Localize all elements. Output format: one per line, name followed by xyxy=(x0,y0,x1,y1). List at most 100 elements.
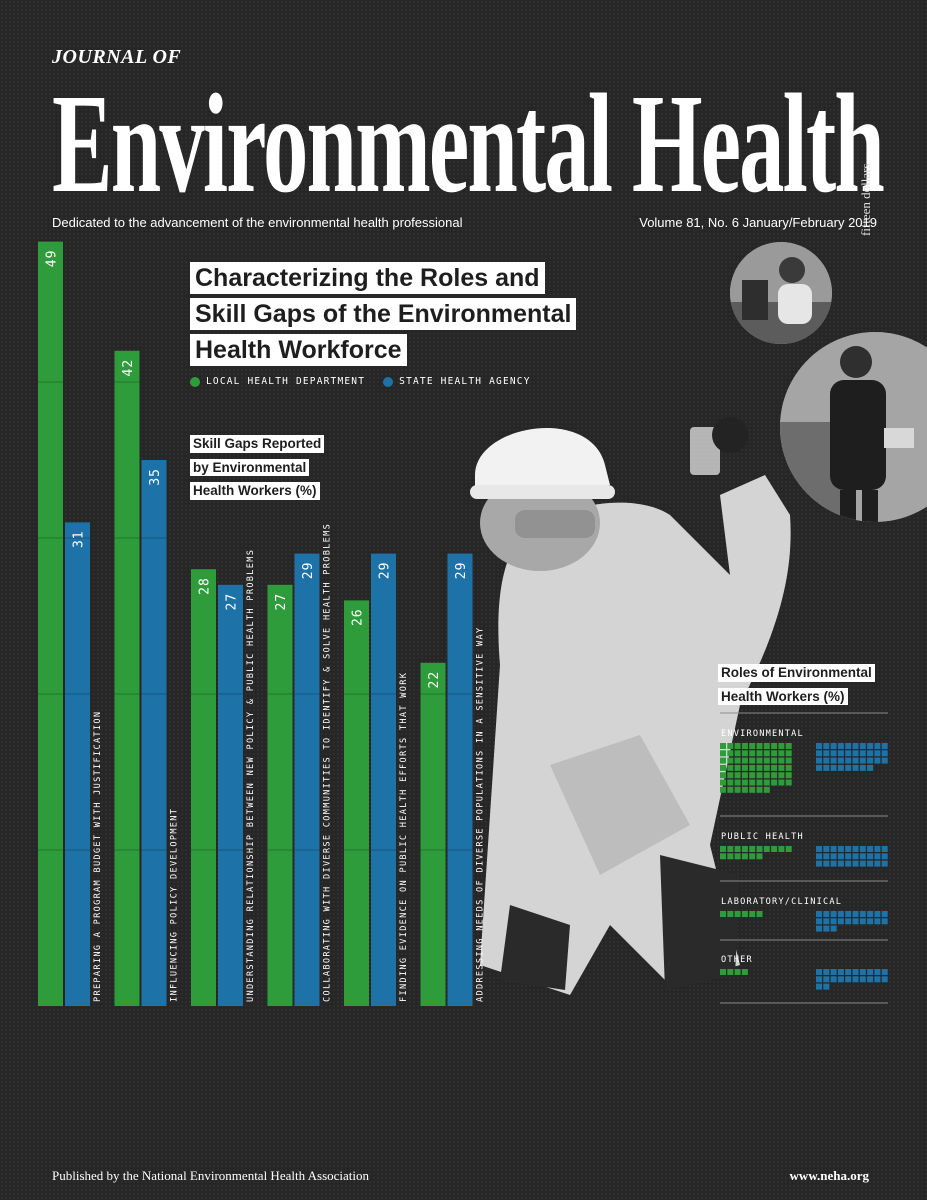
waffle-cell xyxy=(816,911,822,917)
website-link[interactable]: www.neha.org xyxy=(789,1168,869,1183)
roles-category-label-1: PUBLIC HEALTH xyxy=(721,832,804,842)
legend-dot-state xyxy=(383,376,394,387)
waffle-cell xyxy=(720,911,726,917)
waffle-cell xyxy=(830,846,837,852)
headline: Characterizing the Roles and Skill Gaps … xyxy=(190,262,577,370)
waffle-cell xyxy=(785,846,792,852)
waffle-cell xyxy=(734,750,741,757)
waffle-cell xyxy=(727,969,734,975)
waffle-cell xyxy=(852,846,859,852)
journal-of-label: JOURNAL OF xyxy=(52,46,182,68)
waffle-cell xyxy=(837,764,844,771)
waffle-cell xyxy=(845,757,852,764)
waffle-cell xyxy=(837,750,844,757)
waffle-cell xyxy=(859,860,866,867)
waffle-cell xyxy=(741,853,748,860)
waffle-cell xyxy=(756,764,763,771)
roles-waffle-local-0 xyxy=(720,743,792,793)
waffle-cell xyxy=(720,846,726,852)
legend-label-state: STATE HEALTH AGENCY xyxy=(399,376,531,387)
waffle-cell xyxy=(874,911,881,917)
waffle-cell xyxy=(771,772,778,779)
bar-value-label: 42 xyxy=(121,359,136,377)
waffle-cell xyxy=(734,743,741,749)
waffle-cell xyxy=(741,743,748,749)
waffle-cell xyxy=(830,757,837,764)
waffle-cell xyxy=(734,786,741,793)
waffle-cell xyxy=(741,764,748,771)
bar-value-label: 22 xyxy=(427,671,442,689)
waffle-cell xyxy=(830,969,837,975)
legend-dot-local xyxy=(190,376,200,387)
bar-state-3 xyxy=(294,553,320,1006)
waffle-cell xyxy=(852,750,859,757)
waffle-cell xyxy=(845,846,852,852)
waffle-cell xyxy=(720,743,726,749)
waffle-cell xyxy=(845,853,852,860)
waffle-cell xyxy=(867,860,874,867)
waffle-cell xyxy=(859,846,866,852)
waffle-cell xyxy=(749,750,756,757)
waffle-cell xyxy=(852,911,859,917)
bar-value-label: 35 xyxy=(148,468,163,486)
waffle-cell xyxy=(852,860,859,867)
waffle-cell xyxy=(727,786,734,793)
skill-gaps-title-line-2: by Environmental xyxy=(190,458,310,477)
waffle-cell xyxy=(881,743,888,749)
bar-group-local-2: 28 xyxy=(191,569,216,1006)
waffle-cell xyxy=(816,846,822,852)
bar-group-state-4: 29 xyxy=(371,553,396,1006)
waffle-cell xyxy=(816,976,822,983)
waffle-cell xyxy=(837,918,844,925)
roles-title-line-1: Roles of Environmental xyxy=(718,664,875,682)
waffle-cell xyxy=(756,779,763,786)
waffle-cell xyxy=(823,757,830,764)
waffle-cell xyxy=(756,757,763,764)
waffle-cell xyxy=(771,750,778,757)
bar-value-label: 26 xyxy=(351,608,366,626)
waffle-cell xyxy=(852,969,859,975)
waffle-cell xyxy=(881,918,888,925)
waffle-cell xyxy=(763,743,770,749)
waffle-cell xyxy=(881,750,888,757)
waffle-cell xyxy=(778,757,785,764)
waffle-cell xyxy=(778,750,785,757)
waffle-cell xyxy=(756,911,763,917)
skill-gaps-title-line-1: Skill Gaps Reported xyxy=(190,435,325,453)
waffle-cell xyxy=(881,969,888,975)
roles-category-label-0: ENVIRONMENTAL xyxy=(721,729,804,739)
waffle-cell xyxy=(845,918,852,925)
legend-item-local: LOCAL HEALTH DEPARTMENT xyxy=(190,376,365,387)
waffle-cell xyxy=(823,983,830,990)
bar-group-local-3: 27 xyxy=(267,584,293,1006)
bar-value-label: 27 xyxy=(274,593,289,611)
waffle-cell xyxy=(830,925,837,932)
waffle-cell xyxy=(756,786,763,793)
waffle-cell xyxy=(720,750,726,757)
waffle-cell xyxy=(727,750,734,757)
tagline: Dedicated to the advancement of the envi… xyxy=(52,215,463,230)
bar-value-label: 31 xyxy=(72,530,87,548)
waffle-cell xyxy=(763,772,770,779)
waffle-cell xyxy=(741,772,748,779)
waffle-cell xyxy=(749,743,756,749)
waffle-cell xyxy=(859,853,866,860)
bar-value-label: 49 xyxy=(45,250,60,268)
waffle-cell xyxy=(881,976,888,983)
waffle-cell xyxy=(816,853,822,860)
waffle-cell xyxy=(867,757,874,764)
waffle-cell xyxy=(785,764,792,771)
waffle-cell xyxy=(837,976,844,983)
bar-group-local-5: 22 xyxy=(420,662,446,1006)
waffle-cell xyxy=(785,772,792,779)
waffle-cell xyxy=(859,918,866,925)
waffle-cell xyxy=(816,925,822,932)
waffle-cell xyxy=(830,911,837,917)
bar-local-0 xyxy=(38,241,63,1007)
waffle-cell xyxy=(874,853,881,860)
waffle-cell xyxy=(727,779,734,786)
waffle-cell xyxy=(830,918,837,925)
waffle-cell xyxy=(823,911,830,917)
waffle-cell xyxy=(816,860,822,867)
